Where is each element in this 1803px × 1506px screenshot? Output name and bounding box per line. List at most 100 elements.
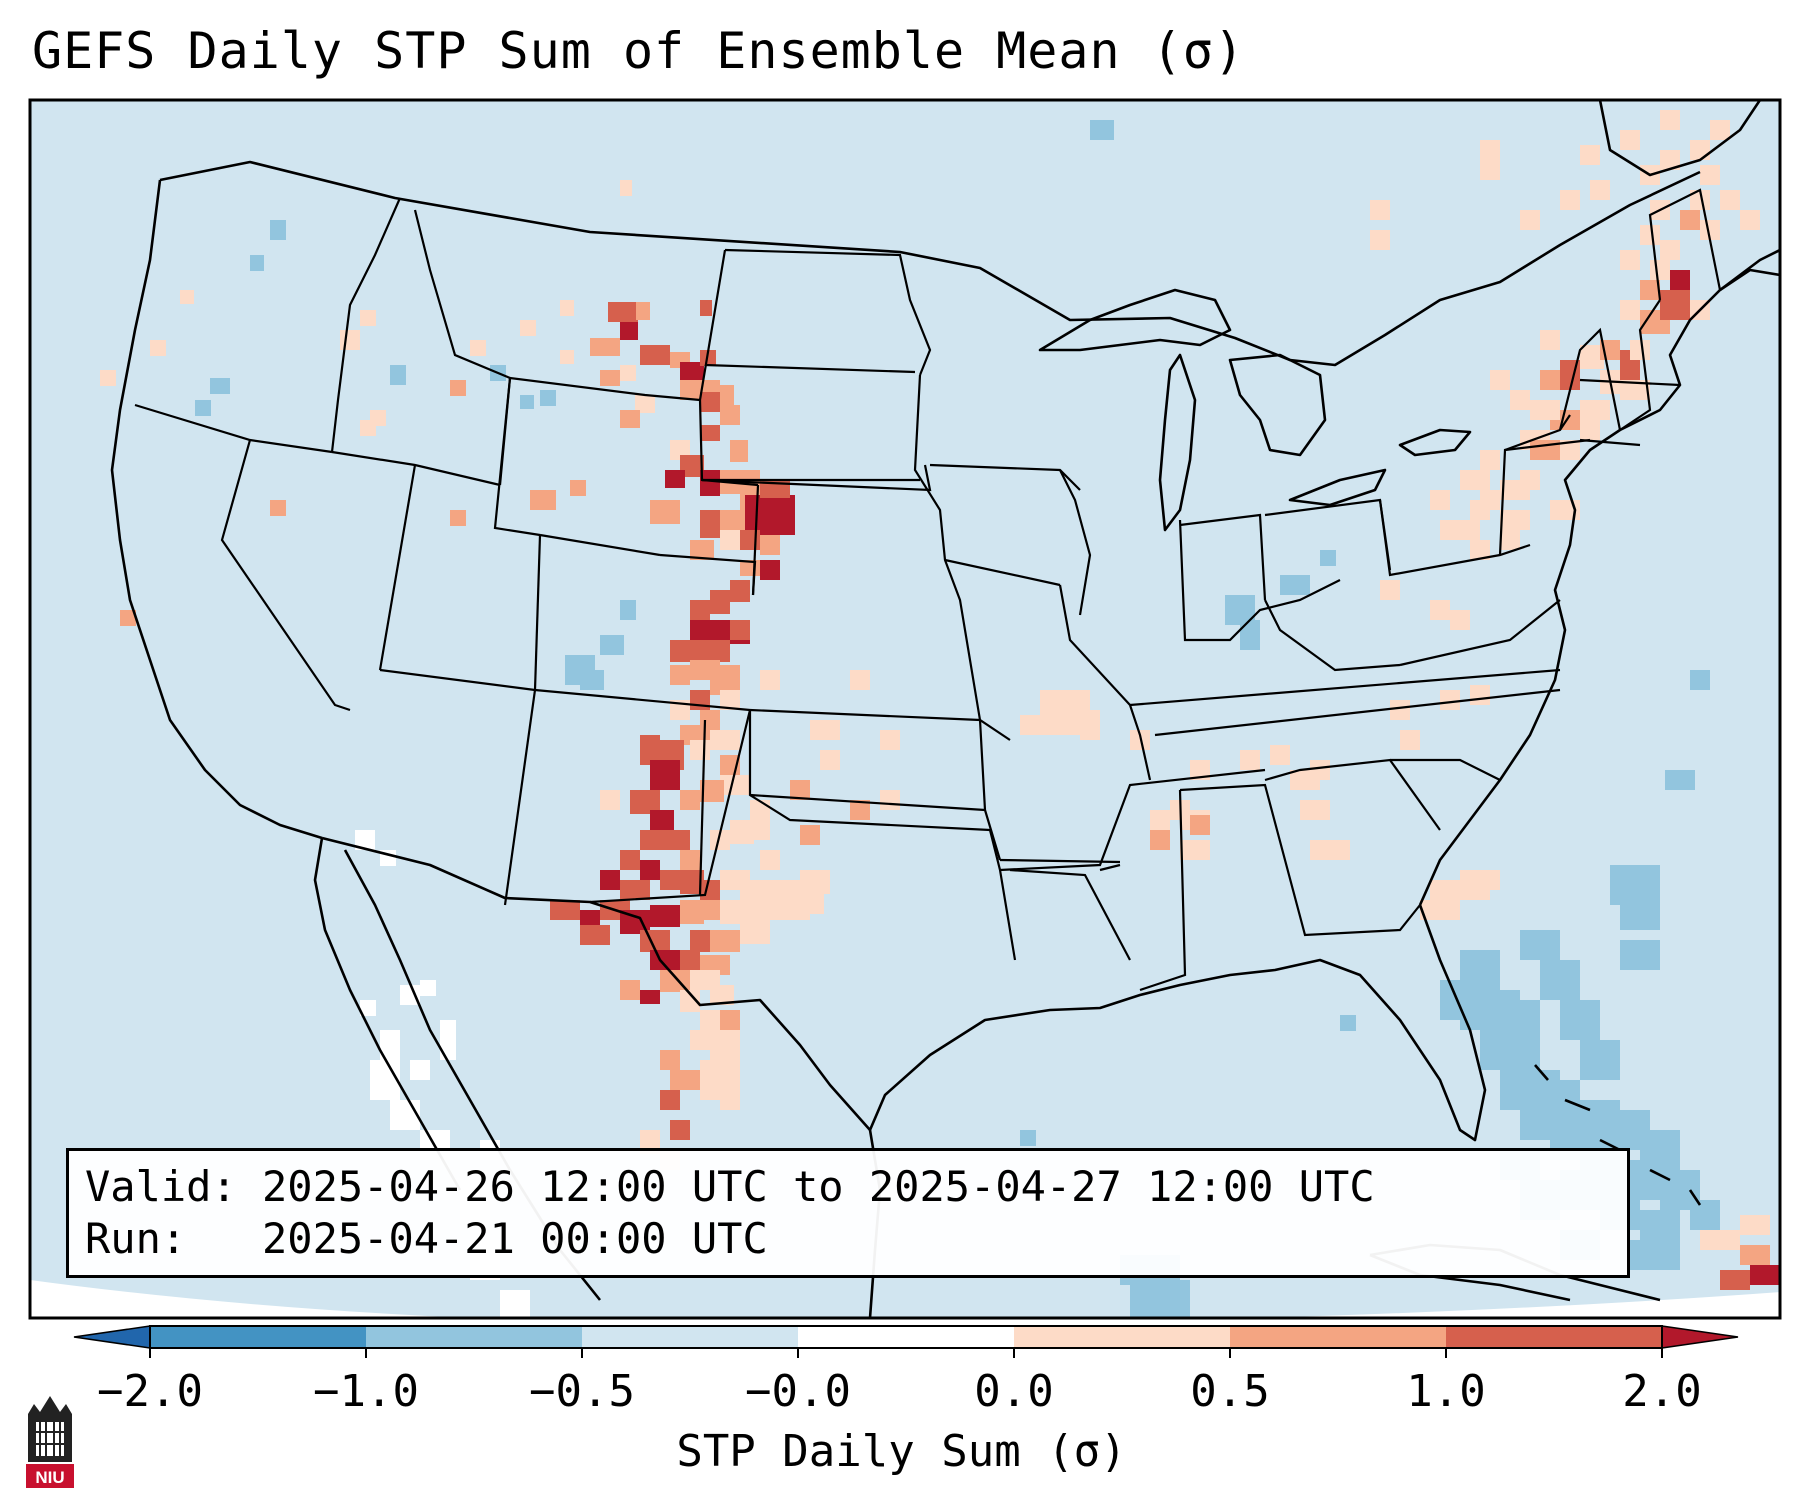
- stp-grid-cell: [530, 490, 556, 510]
- stp-grid-cell: [690, 540, 714, 560]
- stp-grid-cell: [1370, 230, 1390, 250]
- lake-huron: [1228, 353, 1327, 457]
- stp-grid-cell: [500, 1290, 530, 1318]
- colorbar-bin: [798, 1326, 1014, 1348]
- stp-grid-cell: [390, 365, 406, 385]
- stp-grid-cell: [720, 405, 740, 425]
- stp-grid-cell: [810, 720, 840, 740]
- stp-grid-cell: [750, 820, 770, 840]
- bahamas-outline: [1534, 1064, 1702, 1206]
- stp-grid-cell: [400, 985, 420, 1005]
- stp-grid-cell: [1340, 1015, 1356, 1031]
- stp-grid-cell: [1470, 500, 1490, 520]
- stp-grid-cell: [680, 990, 700, 1012]
- baja-coast: [313, 837, 462, 1191]
- stp-grid-cell: [1460, 470, 1490, 490]
- stp-grid-cell: [360, 420, 376, 436]
- colorbar-bin: [150, 1326, 366, 1348]
- colorbar-bin: [1014, 1326, 1230, 1348]
- stp-grid-cell: [1190, 760, 1210, 780]
- stp-grid-cell: [730, 580, 750, 602]
- stp-grid-cell: [650, 500, 680, 524]
- stp-grid-cell: [1640, 225, 1660, 245]
- stp-grid-cell: [1400, 730, 1420, 750]
- stp-grid-cell: [640, 990, 660, 1004]
- stp-grid-cell: [680, 950, 700, 970]
- stp-grid-cell: [620, 365, 636, 381]
- stp-grid-cell: [760, 670, 780, 690]
- stp-grid-cell: [730, 440, 748, 462]
- stp-grid-cell: [700, 510, 720, 538]
- lake-superior: [1038, 288, 1232, 352]
- stp-grid-cell: [1190, 815, 1210, 835]
- stp-grid-cell: [700, 300, 712, 316]
- gulf-coast: [868, 904, 1487, 1142]
- stp-grid-cell: [690, 600, 710, 620]
- stp-grid-cell: [550, 900, 580, 920]
- run-label: Run:: [85, 1214, 187, 1263]
- stp-grid-cell: [720, 690, 740, 710]
- stp-grid-cell: [1580, 400, 1610, 420]
- stp-grid-cell: [800, 890, 824, 914]
- stp-grid-cell: [1630, 340, 1650, 360]
- stp-grid-cell: [1520, 210, 1540, 230]
- stp-grid-cell: [1480, 140, 1500, 160]
- stp-grid-cell: [720, 775, 750, 795]
- stp-grid-cell: [1640, 280, 1660, 300]
- stp-grid-cell: [880, 730, 900, 750]
- stp-grid-cell: [1560, 190, 1580, 210]
- stp-grid-cell: [650, 810, 674, 832]
- stp-grid-cell: [1270, 745, 1290, 765]
- valid-label: Valid:: [85, 1162, 237, 1211]
- stp-grid-cell: [1590, 180, 1610, 200]
- stp-grid-cell: [1450, 610, 1470, 630]
- stp-grid-cell: [1660, 240, 1680, 260]
- stp-grid-cell: [640, 735, 660, 765]
- stp-grid-cell: [1620, 940, 1660, 970]
- lake-erie: [1288, 468, 1387, 507]
- colorbar-bin: [582, 1326, 798, 1348]
- quebec-coast: [1598, 100, 1762, 177]
- stp-grid-cell: [1640, 1210, 1680, 1240]
- stp-grid-cell: [820, 750, 840, 770]
- stp-grid-cell: [1660, 290, 1690, 320]
- stp-grid-cell: [1290, 770, 1320, 790]
- stp-grid-cell: [1700, 220, 1720, 240]
- colorbar-bin: [1446, 1326, 1662, 1348]
- stp-grid-cell: [650, 760, 680, 790]
- stp-grid-cell: [620, 850, 640, 870]
- stp-grid-cell: [620, 410, 640, 428]
- colorbar-frame: [149, 1325, 1663, 1349]
- stp-grid-cell: [635, 395, 655, 413]
- stp-grid-cell: [660, 1090, 680, 1110]
- stp-grid-cell: [1150, 810, 1170, 830]
- stp-grid-cell: [420, 980, 436, 996]
- stp-grid-cell: [670, 665, 690, 685]
- colorbar-tick-label: −2.0: [97, 1366, 203, 1417]
- stp-grid-cell: [700, 392, 722, 412]
- stp-grid-cell: [1280, 575, 1310, 595]
- stp-grid-cell: [520, 395, 534, 409]
- stp-grid-cell: [1240, 620, 1260, 650]
- colorbar-tick-label: 2.0: [1622, 1366, 1702, 1417]
- stp-grid-cell: [740, 920, 770, 944]
- stp-grid-cell: [1490, 370, 1510, 390]
- colorbar-over-arrow: [1661, 1325, 1739, 1349]
- us-canada-border: [159, 160, 1701, 367]
- west-coast: [110, 179, 323, 840]
- lake-ontario: [1398, 428, 1472, 457]
- stp-grid-cell: [1740, 210, 1760, 230]
- stp-grid-cell: [1660, 150, 1680, 170]
- stp-grid-cell: [1720, 1270, 1750, 1290]
- stp-grid-cell: [1460, 870, 1500, 890]
- stp-grid-cell: [1620, 900, 1660, 930]
- stp-grid-cell: [580, 670, 604, 690]
- stp-grid-cell: [1090, 120, 1114, 140]
- stp-grid-cell: [410, 1060, 430, 1080]
- stp-grid-cell: [1130, 1280, 1190, 1318]
- stp-grid-cell: [670, 1120, 690, 1140]
- stp-grid-cell: [1380, 580, 1400, 600]
- stp-grid-cell: [1500, 510, 1530, 530]
- stp-grid-cell: [1370, 200, 1390, 220]
- stp-grid-cell: [1740, 1215, 1770, 1235]
